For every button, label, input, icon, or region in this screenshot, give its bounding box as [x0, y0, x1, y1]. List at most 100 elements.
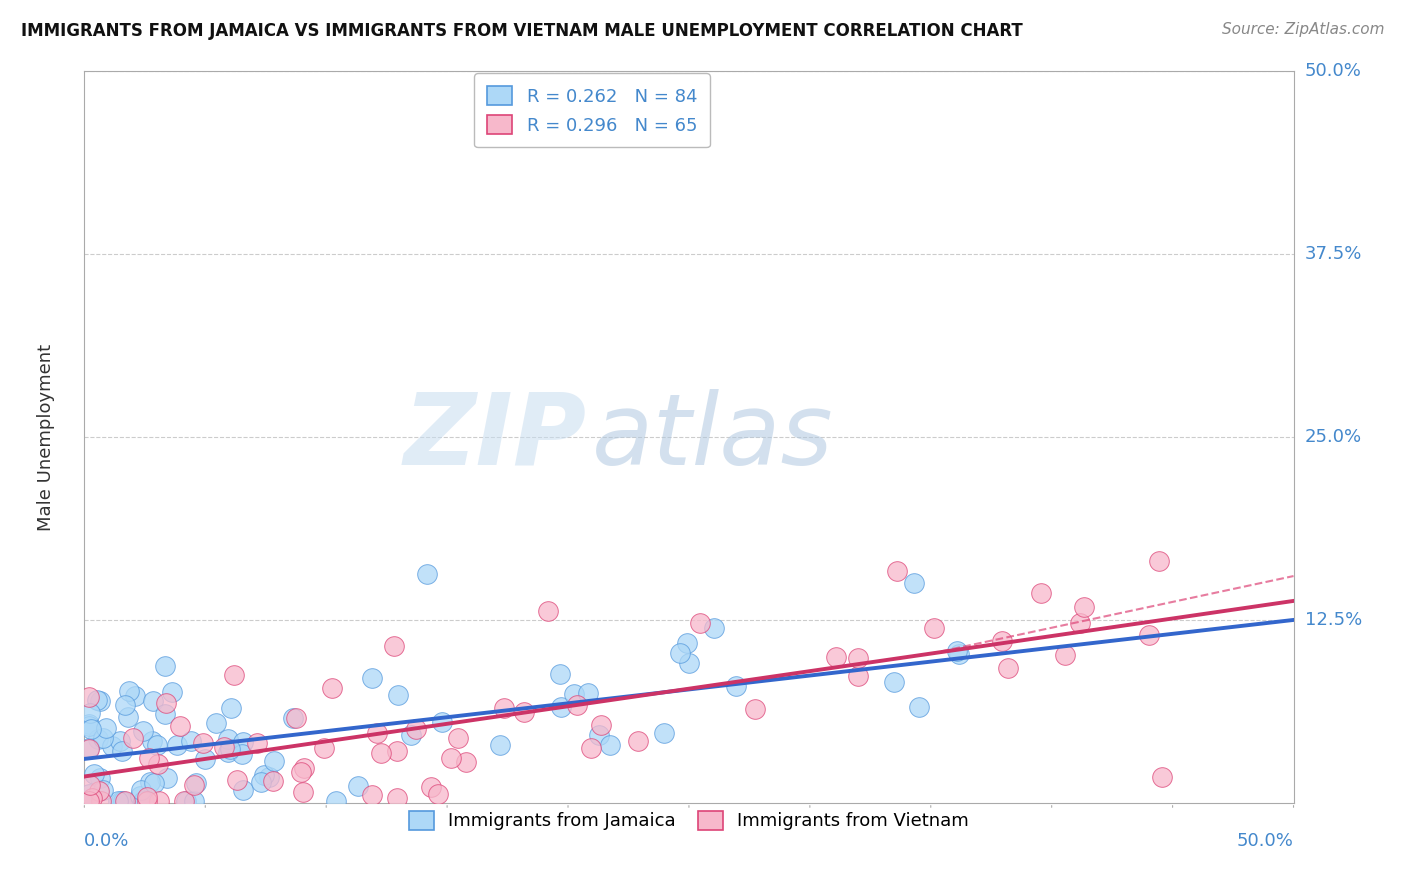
Point [1069, 615, 1091, 630]
Point [153, 706, 176, 721]
Point [361, 788, 384, 802]
Point [292, 785, 315, 799]
Point [990, 634, 1012, 648]
Point [231, 747, 253, 762]
Point [426, 787, 449, 801]
Text: 37.5%: 37.5% [1305, 245, 1362, 263]
Point [846, 651, 869, 665]
Point [110, 744, 132, 758]
Text: ZIP: ZIP [404, 389, 586, 485]
Point [846, 669, 869, 683]
Point [419, 780, 441, 794]
Point [77, 690, 100, 705]
Point [191, 736, 214, 750]
Text: atlas: atlas [592, 389, 834, 485]
Point [124, 689, 146, 703]
Point [652, 726, 675, 740]
Point [132, 724, 155, 739]
Point [1137, 628, 1160, 642]
Point [122, 731, 145, 746]
Point [129, 789, 152, 803]
Point [1031, 586, 1053, 600]
Point [440, 751, 463, 765]
Point [284, 711, 307, 725]
Text: 50.0%: 50.0% [1305, 62, 1361, 80]
Point [89, 771, 111, 785]
Point [136, 794, 159, 808]
Point [886, 564, 908, 578]
Point [134, 794, 156, 808]
Point [174, 794, 197, 808]
Point [669, 646, 692, 660]
Point [290, 765, 312, 780]
Point [136, 790, 159, 805]
Point [146, 757, 169, 772]
Point [387, 790, 409, 805]
Point [184, 776, 207, 790]
Point [129, 783, 152, 797]
Point [142, 776, 165, 790]
Point [160, 684, 183, 698]
Point [180, 733, 202, 747]
Point [312, 741, 335, 756]
Point [678, 657, 700, 671]
Point [77, 718, 100, 732]
Point [281, 711, 304, 725]
Point [100, 739, 122, 753]
Point [922, 621, 945, 635]
Point [292, 761, 315, 775]
Point [77, 794, 100, 808]
Point [599, 739, 621, 753]
Point [219, 701, 242, 715]
Point [77, 794, 100, 808]
Point [675, 636, 697, 650]
Point [183, 778, 205, 792]
Point [263, 754, 285, 768]
Point [382, 639, 405, 653]
Point [908, 700, 931, 714]
Point [948, 647, 970, 661]
Text: Source: ZipAtlas.com: Source: ZipAtlas.com [1222, 22, 1385, 37]
Point [79, 706, 101, 721]
Text: Male Unemployment: Male Unemployment [37, 343, 55, 531]
Point [430, 714, 453, 729]
Point [576, 686, 599, 700]
Point [253, 768, 276, 782]
Point [415, 566, 437, 581]
Point [219, 742, 242, 756]
Point [262, 774, 284, 789]
Text: 12.5%: 12.5% [1305, 611, 1362, 629]
Point [108, 733, 131, 747]
Point [703, 621, 725, 635]
Point [156, 771, 179, 785]
Text: 50.0%: 50.0% [1237, 832, 1294, 850]
Point [492, 701, 515, 715]
Point [91, 731, 114, 746]
Point [689, 615, 711, 630]
Point [246, 736, 269, 750]
Point [80, 791, 103, 805]
Point [87, 731, 110, 746]
Point [250, 774, 273, 789]
Point [360, 671, 382, 685]
Point [588, 728, 610, 742]
Point [118, 683, 141, 698]
Point [77, 740, 100, 755]
Point [138, 774, 160, 789]
Point [537, 604, 560, 618]
Point [399, 728, 422, 742]
Point [447, 731, 470, 745]
Point [107, 794, 129, 808]
Point [489, 739, 512, 753]
Text: 0.0%: 0.0% [84, 832, 129, 850]
Point [132, 794, 155, 808]
Point [89, 694, 111, 708]
Text: 25.0%: 25.0% [1305, 428, 1362, 446]
Point [346, 779, 368, 793]
Point [321, 681, 343, 695]
Point [114, 698, 136, 712]
Point [173, 794, 195, 808]
Point [548, 667, 571, 681]
Point [141, 734, 163, 748]
Point [77, 787, 100, 801]
